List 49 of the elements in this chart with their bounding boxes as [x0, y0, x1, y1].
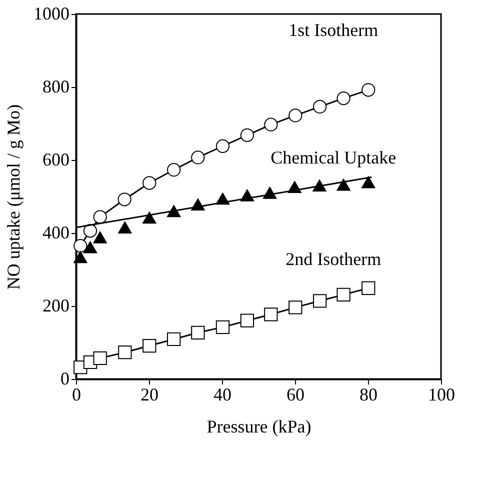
- y-tick-label: 400: [42, 222, 70, 242]
- point: [74, 251, 88, 264]
- point: [93, 210, 107, 224]
- point: [142, 212, 156, 224]
- x-tick-label: 80: [360, 384, 378, 404]
- y-tick-label: 1000: [34, 4, 70, 24]
- y-axis-title: NO uptake (μmol / g Mo): [4, 104, 24, 290]
- point: [118, 222, 132, 234]
- point: [362, 83, 376, 97]
- series-label: 2nd Isotherm: [286, 249, 382, 270]
- x-tick-label: 40: [214, 384, 232, 404]
- series-label: Chemical Uptake: [270, 147, 396, 168]
- y-tick-label: 600: [42, 150, 70, 170]
- point: [142, 338, 156, 353]
- point: [83, 224, 98, 238]
- point: [240, 314, 254, 328]
- text: 1st Isotherm: [288, 20, 378, 40]
- point: [288, 300, 302, 314]
- point: [74, 238, 88, 253]
- x-tick-label: 100: [428, 384, 455, 404]
- point: [312, 100, 327, 114]
- point: [216, 320, 230, 334]
- point: [118, 346, 132, 360]
- x-axis-title: Pressure (kPa): [206, 416, 312, 436]
- point: [336, 288, 350, 302]
- point: [93, 351, 107, 366]
- point: [336, 92, 350, 106]
- y-tick-label: 200: [42, 296, 70, 316]
- point: [166, 332, 181, 346]
- point: [93, 231, 107, 244]
- point: [191, 150, 205, 164]
- point: [118, 192, 132, 206]
- point: [288, 108, 302, 122]
- point: [264, 118, 278, 132]
- point: [312, 294, 327, 308]
- y-tick-label: 0: [60, 368, 70, 388]
- point: [264, 308, 278, 322]
- point: [166, 163, 181, 177]
- point: [336, 178, 350, 191]
- point: [83, 241, 98, 254]
- point: [216, 139, 230, 153]
- x-tick-label: 20: [140, 384, 158, 404]
- y-tick-label: 800: [42, 76, 70, 96]
- point: [240, 128, 254, 142]
- point: [142, 176, 156, 190]
- x-tick-label: 60: [286, 384, 304, 404]
- point: [362, 281, 376, 295]
- point: [362, 176, 376, 188]
- point: [191, 326, 205, 340]
